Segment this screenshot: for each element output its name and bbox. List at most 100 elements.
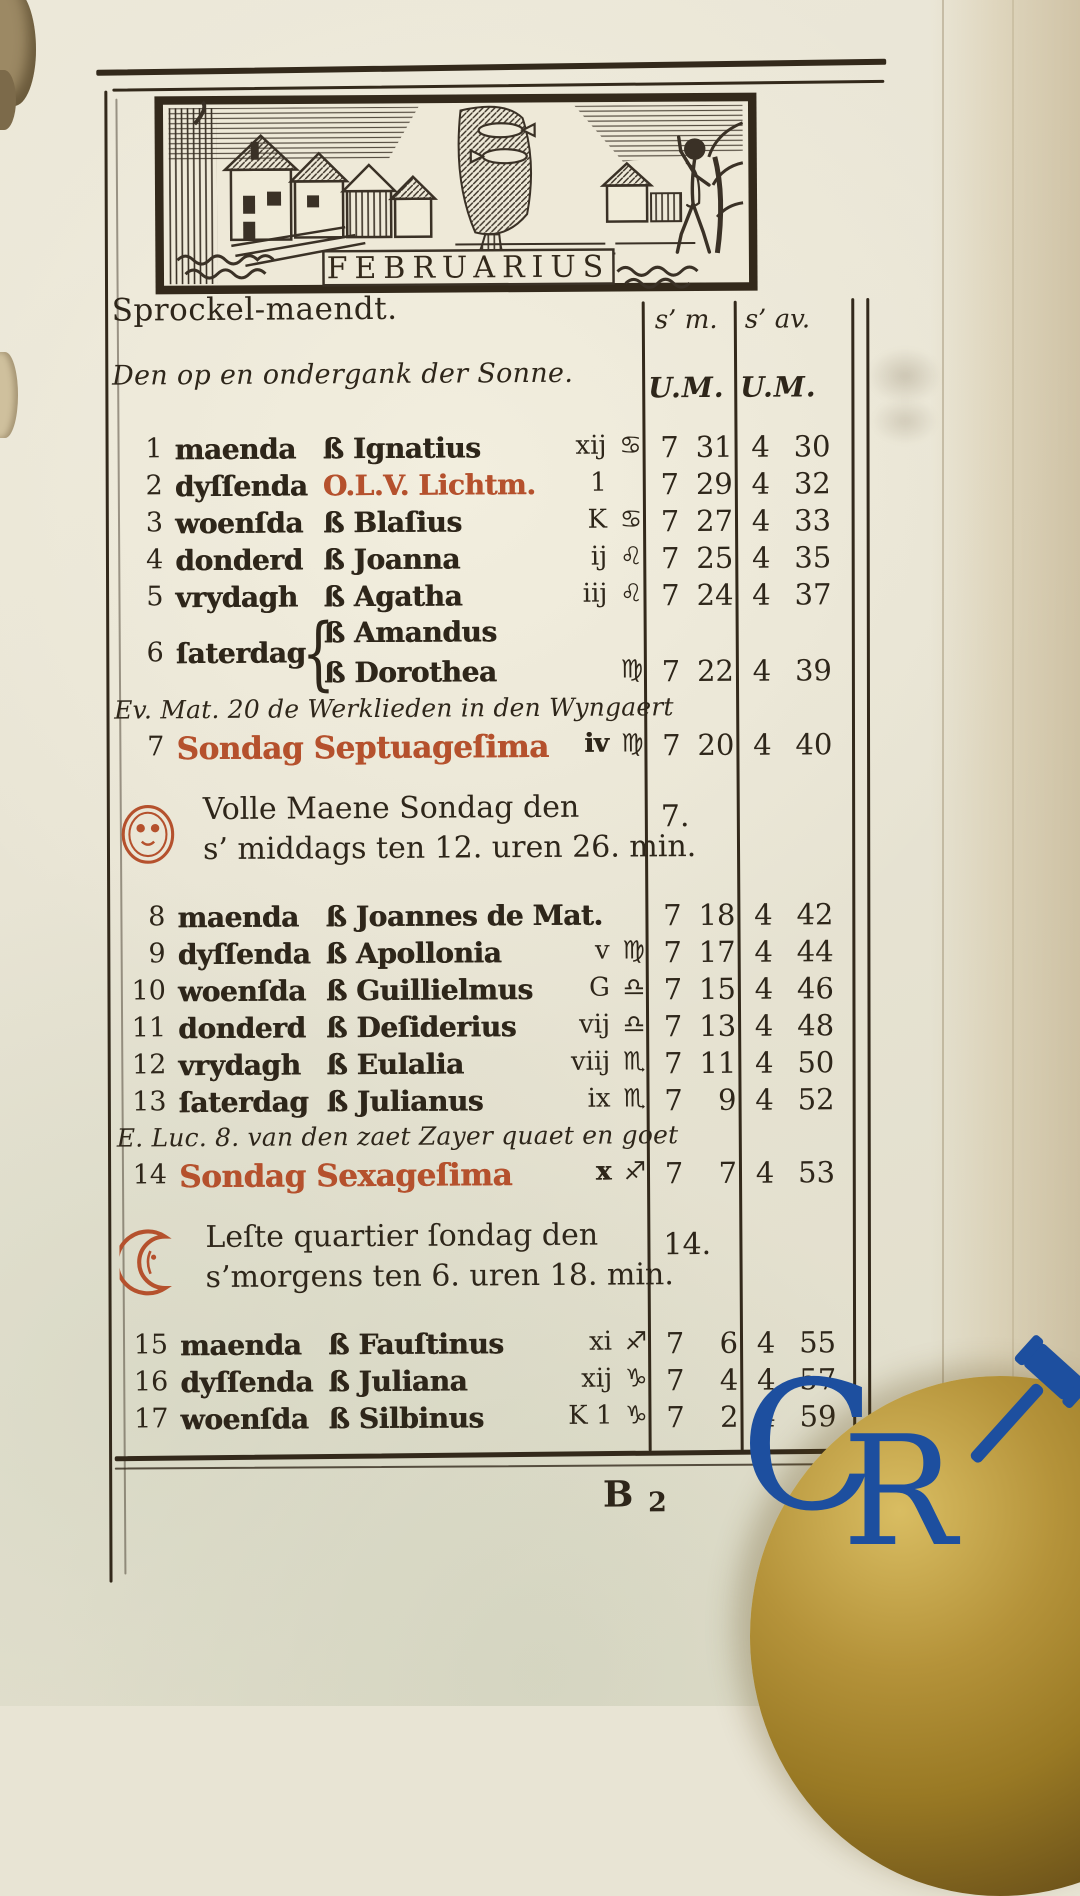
saint-name: ß Silbinus [328,1401,483,1435]
sunset-minutes: 37 [779,577,831,611]
signature-mark: B [603,1473,634,1515]
sunset-minutes: 53 [783,1155,835,1189]
sunrise-minutes: 25 [687,541,733,575]
sunrise-minutes: 7 [691,1156,737,1190]
sunset-hour: 4 [747,578,775,612]
epact-letter: x [495,1157,611,1188]
sunset-hour: 4 [746,430,774,464]
zodiac-icon: ♋ [608,430,652,459]
epact-letter: xij [496,1364,612,1395]
epact-letter: xi [496,1327,612,1358]
day-number: 16 [116,1366,168,1397]
column-unit-evening: U.M. [740,370,817,403]
sunset-hour: 4 [750,1046,778,1080]
sunset-hour: 4 [750,935,778,969]
gospel-line: Ev. Mat. 20 de Werklieden in den Wyngaer… [112,690,868,731]
sunrise-minutes: 6 [692,1326,738,1360]
sunrise-minutes: 31 [686,430,732,464]
sunrise-minutes: 22 [688,654,734,688]
zodiac-icon: ♐ [613,1156,657,1185]
sunrise-hour: 7 [656,541,684,575]
sunrise-hour: 7 [659,972,687,1006]
saint-name: ß Dorothea [324,655,497,689]
sunrise-hour: 7 [659,1009,687,1043]
weekday-name: dyſſenda [178,937,311,971]
moon-note-line1: Volle Maene Sondag den [203,790,580,827]
sunrise-minutes: 2 [692,1400,738,1434]
moon-note-line2: s’morgens ten 6. uren 18. min. [206,1257,674,1295]
day-number: 17 [116,1403,168,1434]
sunset-hour: 4 [747,541,775,575]
day-number: 5 [111,581,163,612]
sunset-minutes: 40 [780,727,832,761]
saint-name: ß Joannes de Mat. [325,899,602,934]
sunset-minutes: 44 [782,934,834,968]
sunrise-hour: 7 [661,1326,689,1360]
epact-letter: ix [494,1084,610,1115]
day-number: 6 [112,637,164,668]
saint-name: ß Eulalia [326,1047,464,1081]
woodcut-caption: FEBRUARIUS [327,250,611,287]
gospel-text: E. Luc. 8. van den zaet Zayer quaet en g… [117,1120,679,1152]
epact-letter: xij [490,431,606,462]
gospel-line: E. Luc. 8. van den zaet Zayer quaet en g… [115,1118,871,1159]
sunset-hour: 4 [748,728,776,762]
sunrise-minutes: 4 [692,1363,738,1397]
weekday-name: maenda [177,900,298,934]
zodiac-icon: ♎ [612,972,656,1001]
sunrise-hour: 7 [659,1083,687,1117]
day-number: 3 [111,507,163,538]
day-number: 14 [115,1159,167,1190]
day-number: 9 [114,938,166,969]
epact-letter: 1 [491,468,607,499]
month-name: Sprockel-maendt. [112,291,398,329]
sunrise-sunset-caption: Den op en ondergank der Sonne. [112,358,573,392]
sunrise-hour: 7 [661,1363,689,1397]
sunrise-hour: 7 [656,504,684,538]
sunrise-hour: 7 [655,430,683,464]
sunrise-minutes: 9 [690,1083,736,1117]
zodiac-icon: ♋ [609,504,653,533]
saint-name: ß Fauſtinus [328,1327,504,1361]
day-number: 8 [113,901,165,932]
sunset-minutes: 50 [782,1045,834,1079]
zodiac-icon: ♍ [612,935,656,964]
saint-name: ß Juliana [328,1364,467,1398]
february-woodcut: FEBRUARIUS [154,93,757,295]
epact-letter: v [494,936,610,967]
saint-name: ß Ignatius [322,431,480,465]
saint-name: ß Amandus [324,615,497,649]
sunrise-hour: 7 [656,467,684,501]
sunset-minutes: 33 [779,503,831,537]
weekday-name: woenſda [175,506,303,540]
sunset-minutes: 42 [781,897,833,931]
saint-name: ß Apollonia [326,936,502,970]
saint-name: ß Blaſius [323,505,462,539]
gavel-icon [930,1318,1080,1498]
weekday-name: donderd [175,543,303,577]
almanac-photo: { "header": { "woodcut_caption": "FEBRUA… [0,0,1080,1706]
saint-name: ß Deſiderius [326,1010,516,1044]
zodiac-icon: ♎ [612,1009,656,1038]
moon-note-line1: Leſte quartier ſondag den [205,1218,598,1255]
weekday-name: vrydagh [178,1048,300,1082]
weekday-name: dyſſenda [180,1365,313,1399]
zodiac-icon: ♍ [610,728,654,757]
sunrise-hour: 7 [656,578,684,612]
zodiac-icon: ♏ [612,1083,656,1112]
gospel-text: Ev. Mat. 20 de Werklieden in den Wyngaer… [114,692,674,724]
sunrise-minutes: 17 [690,935,736,969]
sunrise-minutes: 24 [687,578,733,612]
sunset-minutes: 46 [782,971,834,1005]
sunrise-minutes: 18 [689,898,735,932]
ink-showthrough [872,398,938,444]
weekday-name: maenda [174,432,295,466]
epact-letter: iij [491,579,607,610]
zodiac-icon: ♐ [614,1326,658,1355]
